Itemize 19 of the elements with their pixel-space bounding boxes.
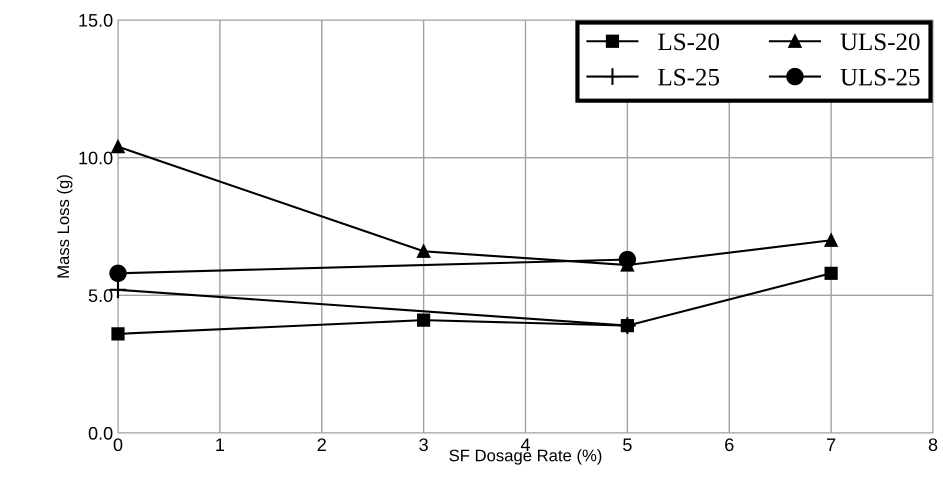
y-tick-label: 0.0 (88, 426, 112, 440)
x-tick-label: 2 (318, 438, 326, 451)
x-tick-label: 3 (419, 438, 428, 452)
x-tick-label: 1 (216, 438, 224, 451)
legend-label: ULS-25 (840, 68, 920, 86)
x-tick-label: 4 (520, 438, 530, 451)
x-tick-label: 8 (928, 438, 938, 452)
legend-label: ULS-20 (840, 33, 920, 50)
y-axis-title: Mass Loss (g) (56, 175, 72, 278)
y-tick-label: 5.0 (88, 289, 112, 302)
legend-label: LS-25 (658, 68, 719, 86)
x-axis-title: SF Dosage Rate (%) (449, 449, 602, 465)
x-tick-label: 5 (623, 438, 632, 452)
x-tick-label: 0 (114, 438, 122, 452)
legend-label: LS-20 (658, 33, 719, 50)
x-tick-label: 6 (725, 438, 734, 452)
y-tick-label: 15.0 (79, 14, 112, 27)
x-tick-label: 7 (827, 438, 836, 451)
y-tick-label: 10.0 (79, 152, 112, 164)
